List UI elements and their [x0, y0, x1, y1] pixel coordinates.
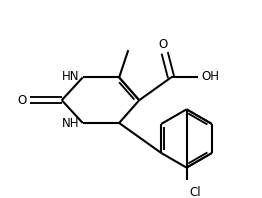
- Text: O: O: [17, 94, 26, 107]
- Text: Cl: Cl: [189, 186, 201, 198]
- Text: OH: OH: [201, 70, 219, 83]
- Text: HN: HN: [62, 70, 79, 83]
- Text: NH: NH: [62, 117, 79, 130]
- Text: O: O: [158, 38, 167, 51]
